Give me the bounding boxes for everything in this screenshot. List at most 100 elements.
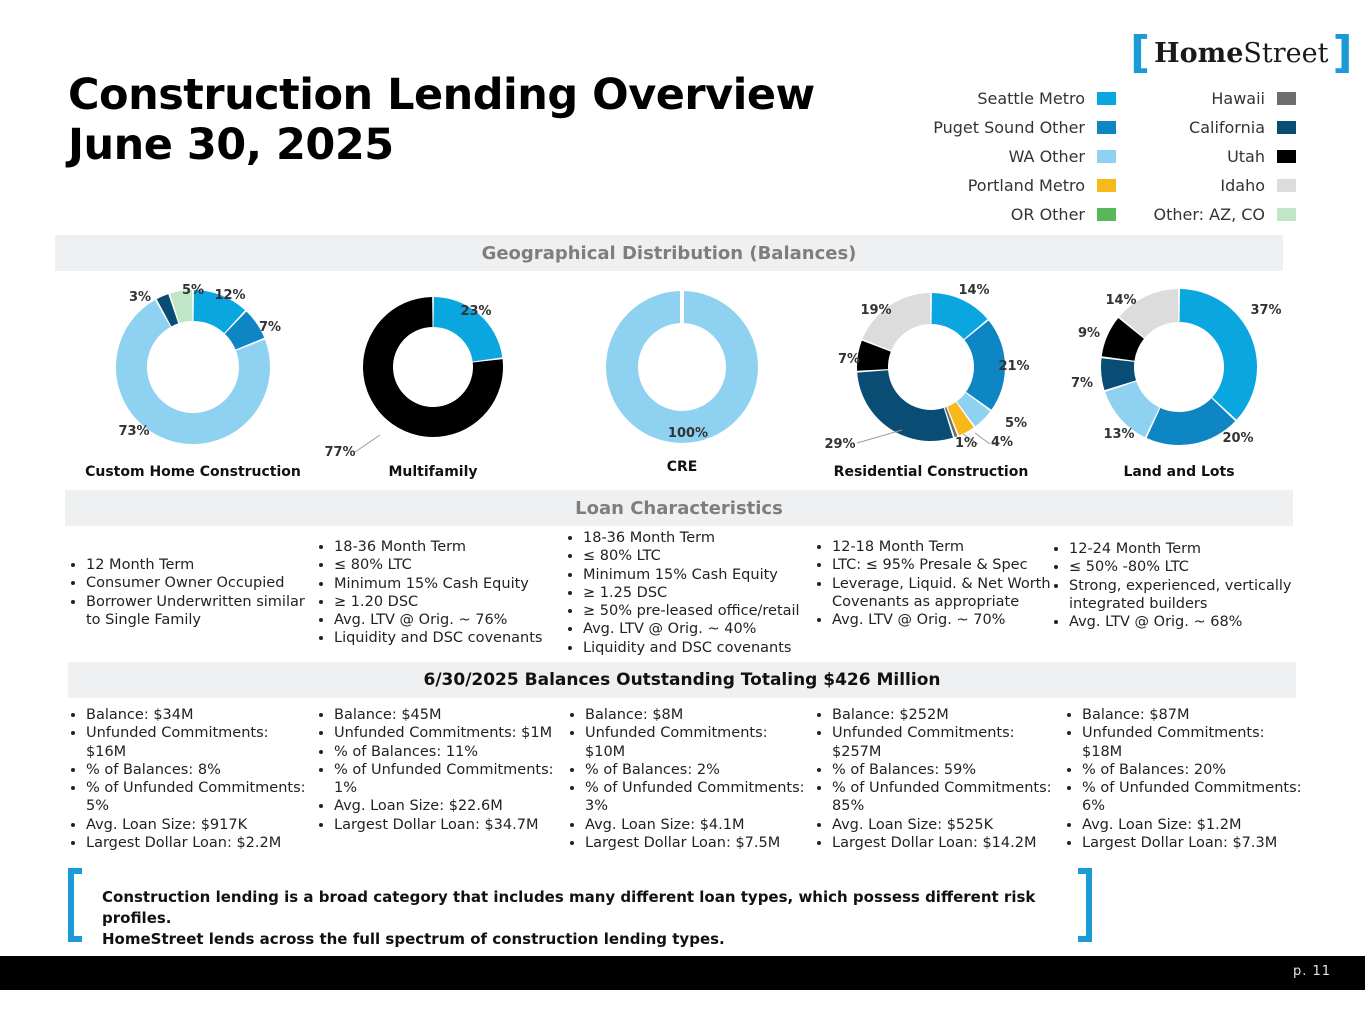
bracket-right-decoration	[1078, 868, 1092, 942]
data-label: 29%	[824, 437, 855, 452]
data-label: 100%	[668, 426, 708, 441]
logo-wordmark-bold: Home	[1154, 37, 1244, 69]
list-item: 12-24 Month Term	[1069, 540, 1305, 558]
data-label: 3%	[129, 290, 151, 305]
data-label: 5%	[182, 283, 204, 298]
leader-line	[354, 434, 381, 453]
legend-label: Other: AZ, CO	[1153, 205, 1265, 224]
footer-note: Construction lending is a broad category…	[68, 868, 1092, 948]
logo-bracket-right: ]	[1332, 27, 1353, 78]
data-label: 4%	[991, 435, 1013, 450]
list-item: ≥ 1.20 DSC	[334, 593, 574, 611]
list-item: Consumer Owner Occupied	[86, 574, 322, 592]
slice-seattle-metro	[1179, 289, 1258, 420]
balances-list: Balance: $8M Unfunded Commitments: $10M …	[569, 706, 809, 852]
list-item: Largest Dollar Loan: $7.3M	[1082, 834, 1308, 852]
data-label: 5%	[1005, 416, 1027, 431]
logo-bracket-left: [	[1130, 27, 1151, 78]
list-item: Liquidity and DSC covenants	[334, 629, 574, 647]
balances-list: Balance: $34M Unfunded Commitments: $16M…	[70, 706, 306, 852]
logo-wordmark: HomeStreet	[1150, 38, 1332, 69]
list-item: Balance: $252M	[832, 706, 1058, 724]
list-item: 18-36 Month Term	[334, 538, 574, 556]
slice-utah	[857, 340, 891, 371]
slice-wa-other	[606, 291, 758, 443]
bracket-left-decoration	[68, 868, 82, 942]
list-item: % of Unfunded Commitments: 1%	[334, 761, 560, 798]
slice-seattle-metro	[931, 293, 988, 340]
data-label: 12%	[214, 288, 245, 303]
chart-title: Multifamily	[388, 464, 477, 480]
list-item: Avg. Loan Size: $4.1M	[585, 816, 809, 834]
list-item: 18-36 Month Term	[583, 529, 827, 547]
data-label: 7%	[838, 352, 860, 367]
slice-idaho	[1119, 289, 1179, 338]
slice-seattle-metro	[433, 297, 503, 362]
legend-item: Idaho	[1120, 171, 1296, 200]
list-item: % of Balances: 8%	[86, 761, 306, 779]
title-line-1: Construction Lending Overview	[68, 70, 815, 120]
slice-wa-other	[956, 392, 991, 427]
list-item: Avg. Loan Size: $917K	[86, 816, 306, 834]
list-item: Borrower Underwritten similar to Single …	[86, 593, 322, 630]
legend-label: California	[1189, 118, 1265, 137]
list-item: Minimum 15% Cash Equity	[334, 575, 574, 593]
legend-item: Puget Sound Other	[900, 113, 1116, 142]
donut-chart: 37% 20% 13% 7% 9% 14% Land and Lots	[1071, 289, 1282, 480]
legend-swatch	[1097, 179, 1116, 192]
list-item: % of Balances: 20%	[1082, 761, 1308, 779]
list-item: 12 Month Term	[86, 556, 322, 574]
legend-left: Seattle Metro Puget Sound Other WA Other…	[900, 84, 1116, 229]
data-label: 77%	[324, 445, 355, 460]
legend-item: Other: AZ, CO	[1120, 200, 1296, 229]
slice-utah	[1101, 318, 1144, 361]
footer-note-line-2: HomeStreet lends across the full spectru…	[102, 930, 725, 948]
slice-puget-sound-other	[1146, 398, 1236, 445]
legend-swatch	[1277, 179, 1296, 192]
balances-list: Balance: $252M Unfunded Commitments: $25…	[816, 706, 1058, 852]
legend-label: WA Other	[1008, 147, 1085, 166]
list-item: Avg. Loan Size: $22.6M	[334, 797, 560, 815]
legend-item: OR Other	[900, 200, 1116, 229]
list-item: Unfunded Commitments: $10M	[585, 724, 809, 761]
leader-line	[974, 432, 991, 445]
slice-california	[857, 370, 953, 441]
list-item: % of Unfunded Commitments: 6%	[1082, 779, 1308, 816]
legend-swatch	[1277, 121, 1296, 134]
data-label: 7%	[259, 320, 281, 335]
legend-label: Utah	[1227, 147, 1265, 166]
donut-chart: 14% 21% 5% 4% 1% 29% 7% 19% Residential Construc…	[824, 283, 1029, 480]
chart-title: CRE	[667, 459, 698, 475]
slice-utah	[363, 297, 504, 437]
legend-swatch	[1097, 150, 1116, 163]
list-item: Balance: $87M	[1082, 706, 1308, 724]
characteristics-list: 18-36 Month Term ≤ 80% LTC Minimum 15% C…	[567, 529, 827, 657]
list-item: Unfunded Commitments: $1M	[334, 724, 560, 742]
list-item: Avg. LTV @ Orig. ~ 68%	[1069, 613, 1305, 631]
data-label: 21%	[998, 359, 1029, 374]
legend-item: California	[1120, 113, 1296, 142]
list-item: Avg. Loan Size: $1.2M	[1082, 816, 1308, 834]
list-item: Liquidity and DSC covenants	[583, 639, 827, 657]
list-item: ≥ 50% pre-leased office/retail	[583, 602, 827, 620]
list-item: Largest Dollar Loan: $34.7M	[334, 816, 560, 834]
slice-idaho	[862, 293, 931, 351]
list-item: Unfunded Commitments: $257M	[832, 724, 1058, 761]
bottom-bar: p. 11	[0, 956, 1365, 990]
list-item: ≤ 80% LTC	[334, 556, 574, 574]
leader-line	[962, 433, 979, 445]
legend-swatch	[1277, 208, 1296, 221]
balances-list: Balance: $45M Unfunded Commitments: $1M …	[318, 706, 560, 834]
legend-label: Hawaii	[1211, 89, 1265, 108]
data-label: 1%	[955, 436, 977, 451]
list-item: LTC: ≤ 95% Presale & Spec	[832, 556, 1058, 574]
list-item: ≤ 50% -80% LTC	[1069, 558, 1305, 576]
data-label: 7%	[1071, 376, 1093, 391]
legend-item: Utah	[1120, 142, 1296, 171]
list-item: Minimum 15% Cash Equity	[583, 566, 827, 584]
characteristics-list: 12-18 Month Term LTC: ≤ 95% Presale & Sp…	[816, 538, 1058, 629]
donut-chart: 23% 77% Multifamily	[324, 297, 504, 480]
legend-item: Seattle Metro	[900, 84, 1116, 113]
list-item: % of Balances: 59%	[832, 761, 1058, 779]
list-item: Balance: $34M	[86, 706, 306, 724]
